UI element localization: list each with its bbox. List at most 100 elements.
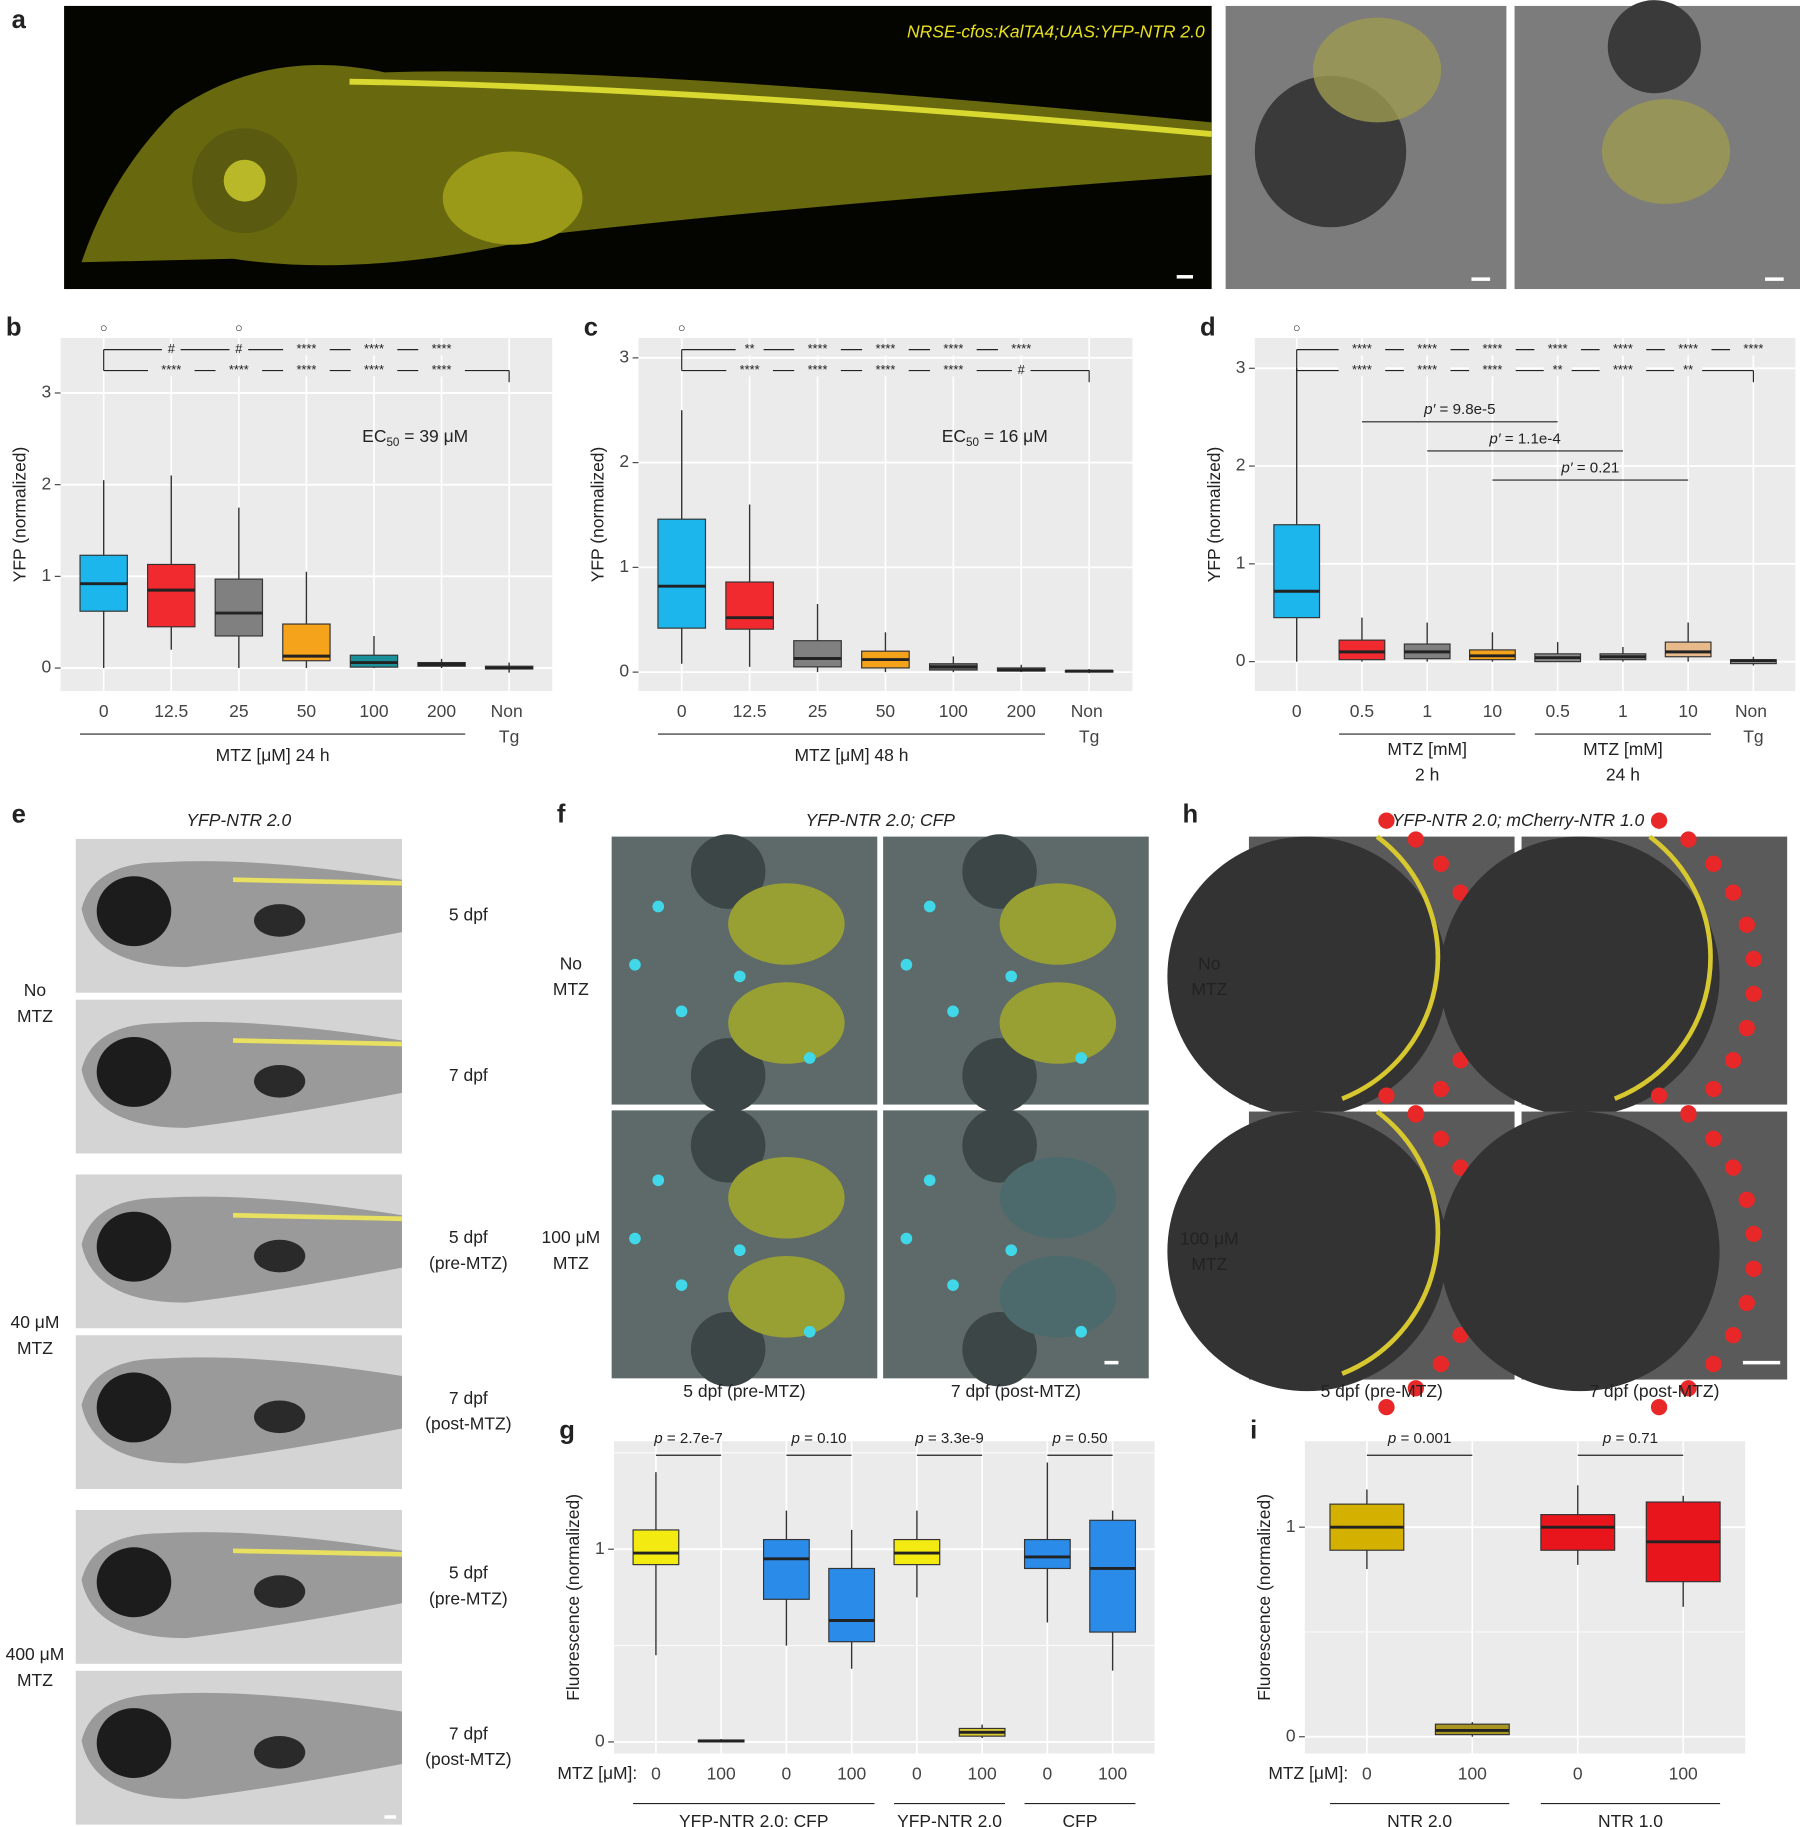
yfp-arc	[1341, 834, 1441, 1101]
panel-title: YFP-NTR 2.0; mCherry-NTR 1.0	[1392, 810, 1645, 830]
y-tick-label: 0	[595, 1731, 605, 1751]
x-tick-label: 12.5	[154, 701, 188, 721]
mcherry-cell	[1738, 1019, 1755, 1037]
fish	[81, 1196, 402, 1303]
significance-label: ****	[296, 362, 316, 377]
mcherry-cell	[1680, 1106, 1697, 1123]
x-tick-label: 25	[229, 701, 248, 721]
x-tick-label: 100	[1669, 1763, 1698, 1783]
p-value: = 0.50	[1061, 1430, 1108, 1447]
mcherry-cell	[1378, 1398, 1395, 1416]
eye	[962, 1038, 1037, 1113]
box	[657, 518, 707, 629]
label-line: MTZ	[1191, 1254, 1227, 1274]
y-tick-label: 1	[1236, 552, 1246, 572]
y-tick-label: 1	[595, 1538, 605, 1558]
x-tick-word: 25	[229, 701, 248, 721]
label-line: (post-MTZ)	[425, 1414, 511, 1434]
eye	[1167, 836, 1447, 1117]
label-gap	[1599, 364, 1647, 377]
y-axis-label: YFP (normalized)	[10, 447, 30, 583]
eye	[1167, 1111, 1447, 1392]
y-axis-label: YFP (normalized)	[1204, 447, 1224, 583]
comparison-label: p = 0.10	[790, 1430, 846, 1447]
eye	[690, 1038, 766, 1113]
eye	[690, 834, 766, 909]
mcherry-cell	[1432, 1355, 1450, 1373]
eye	[96, 1547, 172, 1618]
group-label: MTZ [mM]	[1387, 739, 1467, 759]
label-gap	[726, 364, 773, 377]
cfp-cell	[900, 1232, 913, 1245]
significance-label: ****	[1743, 341, 1763, 356]
p-symbol: p	[653, 1430, 662, 1447]
significance-label: ****	[808, 341, 828, 356]
label-line: MTZ	[553, 1253, 589, 1273]
x-tick-label: 50	[297, 701, 317, 721]
column-label: 5 dpf (pre-MTZ)	[683, 1381, 805, 1401]
y-tick-label: 0	[619, 661, 629, 681]
x-tick-word: 0	[1043, 1763, 1053, 1783]
fish	[81, 1532, 402, 1639]
box	[632, 1529, 680, 1566]
box	[1664, 641, 1712, 658]
y-tick-label: 0	[1286, 1725, 1296, 1745]
x-tick-label: 100	[837, 1763, 866, 1783]
mcherry-cell	[1452, 884, 1469, 901]
ec50-sub: 50	[966, 436, 979, 449]
x-tick-label: 200	[427, 701, 456, 721]
scale-bar	[1104, 1360, 1119, 1365]
label-gap	[997, 343, 1045, 356]
label-gap	[1730, 343, 1777, 356]
outlier-mark: ○	[678, 320, 686, 335]
y-tick-label: 1	[619, 556, 629, 576]
mcherry-cell	[1705, 1130, 1722, 1147]
cfp-cell	[629, 1232, 641, 1245]
yfp-arc	[1341, 1109, 1441, 1376]
label-gap	[1403, 343, 1451, 356]
significance-label: ****	[943, 341, 963, 356]
x-tick-word: 12.5	[733, 701, 767, 721]
p-value: = 1.1e-4	[1501, 430, 1561, 447]
p-symbol: p	[1602, 1430, 1611, 1447]
x-tick-label: 50	[876, 701, 896, 721]
box	[1273, 524, 1321, 619]
comparison-label: p = 2.7e-7	[653, 1430, 723, 1447]
eye	[690, 1311, 766, 1387]
tectum	[728, 1156, 845, 1239]
x-prefix: MTZ [μM]:	[1268, 1763, 1348, 1783]
significance-label: **	[1683, 362, 1693, 377]
ec50-sub: 50	[386, 436, 399, 449]
comparison-label: p = 0.71	[1602, 1430, 1658, 1447]
label-gap	[283, 343, 330, 356]
p-value: = 0.71	[1611, 1430, 1658, 1447]
panel-letter: g	[559, 1417, 575, 1445]
yfp-stripe	[232, 877, 402, 886]
label-gap	[418, 343, 465, 356]
panel-letter: f	[557, 800, 566, 828]
plot-background	[613, 1441, 1155, 1754]
x-tick-word: 0	[912, 1763, 922, 1783]
label-gap	[215, 364, 263, 377]
group-label: YFP-NTR 2.0	[897, 1811, 1002, 1827]
x-tick-word: 0.5	[1546, 701, 1570, 721]
comparison-label: p′ = 0.21	[1560, 459, 1619, 476]
significance-label: ****	[1417, 362, 1437, 377]
x-tick-word: 0	[677, 701, 687, 721]
significance-label: ****	[432, 341, 452, 356]
panel-letter: i	[1250, 1417, 1257, 1445]
fish	[81, 1692, 402, 1799]
ec50-value: = 16 μM	[979, 426, 1048, 446]
brain	[1601, 99, 1731, 204]
significance-label: ****	[161, 362, 181, 377]
comparison-label: p = 3.3e-9	[914, 1430, 984, 1447]
significance-label: ****	[808, 362, 828, 377]
outlier-mark: ○	[1293, 320, 1301, 335]
cfp-cell	[629, 958, 641, 971]
outlier-mark: ○	[100, 320, 108, 335]
tectum	[728, 982, 845, 1064]
mcherry-cell	[1452, 1052, 1469, 1069]
x-tick-word: 50	[876, 701, 896, 721]
eye	[96, 1708, 172, 1778]
group-label: MTZ [μM] 48 h	[795, 745, 909, 765]
